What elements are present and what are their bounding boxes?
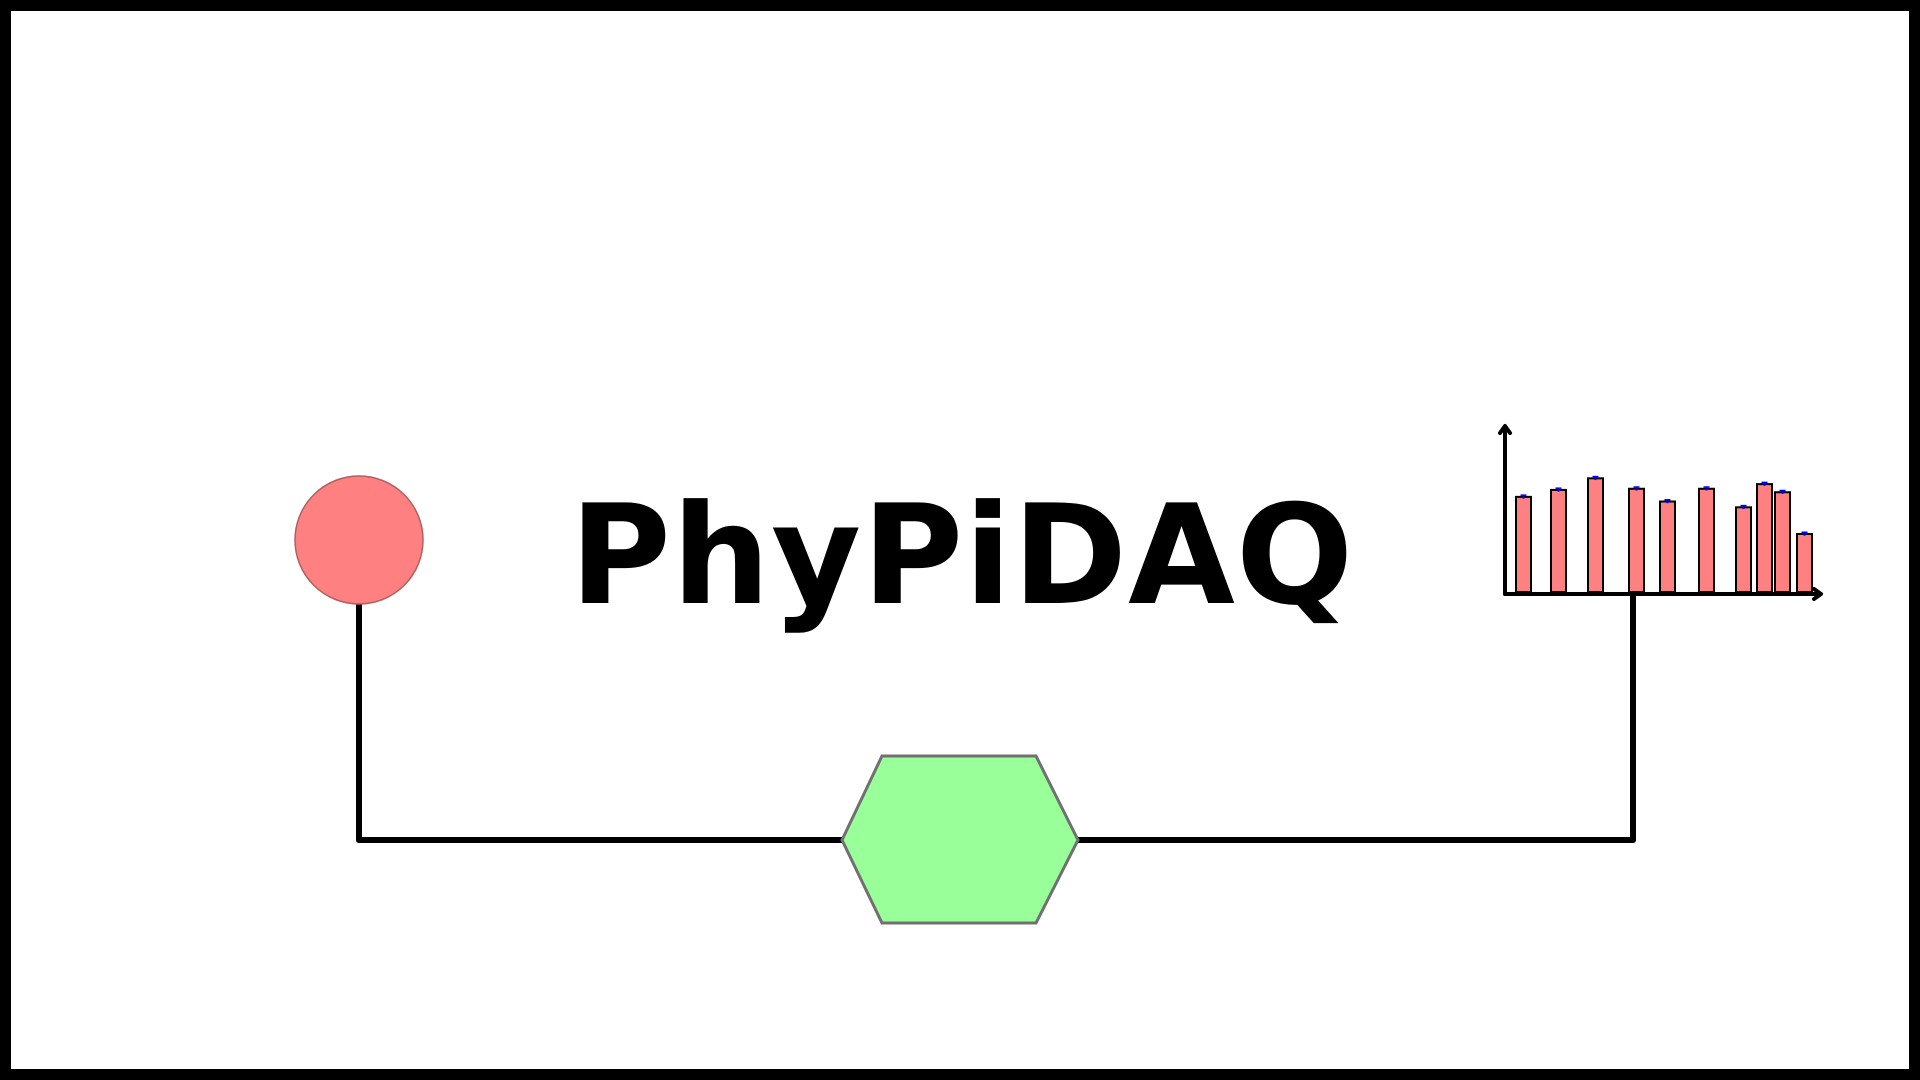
histogram-bar (1735, 506, 1752, 594)
x-axis-arrow (1812, 587, 1823, 601)
histogram-bar (1515, 495, 1532, 594)
histogram-bar (1774, 491, 1791, 593)
y-axis-arrow (1498, 424, 1512, 435)
histogram-chart-icon (1498, 424, 1823, 601)
histogram-bar (1698, 487, 1715, 594)
connection-wires (356, 587, 1636, 843)
histogram-bar (1796, 533, 1813, 593)
histogram-axes (1498, 424, 1823, 601)
logo-title: PhyPiDAQ (570, 475, 1354, 636)
hexagon-processor-icon (840, 754, 1080, 925)
histogram-bar (1756, 483, 1773, 593)
histogram-bar (1550, 488, 1567, 594)
histogram-bar (1587, 477, 1604, 594)
histogram-bar (1628, 487, 1645, 594)
histogram-bar (1659, 500, 1676, 593)
histogram-bars (1515, 475, 1813, 594)
circle-sensor-icon (294, 475, 424, 605)
